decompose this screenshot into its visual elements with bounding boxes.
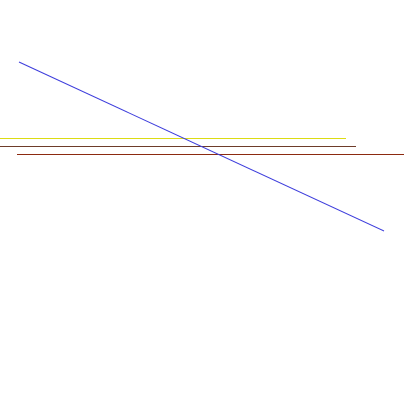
blue-diagonal-line <box>18 61 385 232</box>
